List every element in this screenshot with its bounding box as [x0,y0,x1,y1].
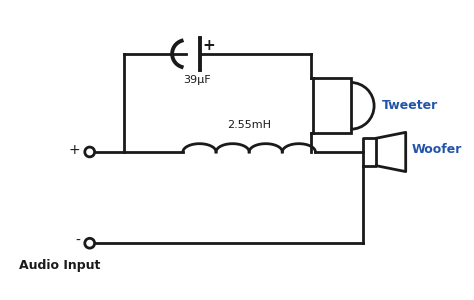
Text: +: + [202,38,215,53]
Text: 2.55mH: 2.55mH [227,120,271,130]
Text: Woofer: Woofer [411,143,462,157]
Text: Tweeter: Tweeter [382,99,438,112]
Text: 39μF: 39μF [183,75,210,85]
Text: Audio Input: Audio Input [19,259,100,272]
Bar [313,78,351,133]
Text: +: + [68,143,80,157]
Text: -: - [75,234,80,248]
